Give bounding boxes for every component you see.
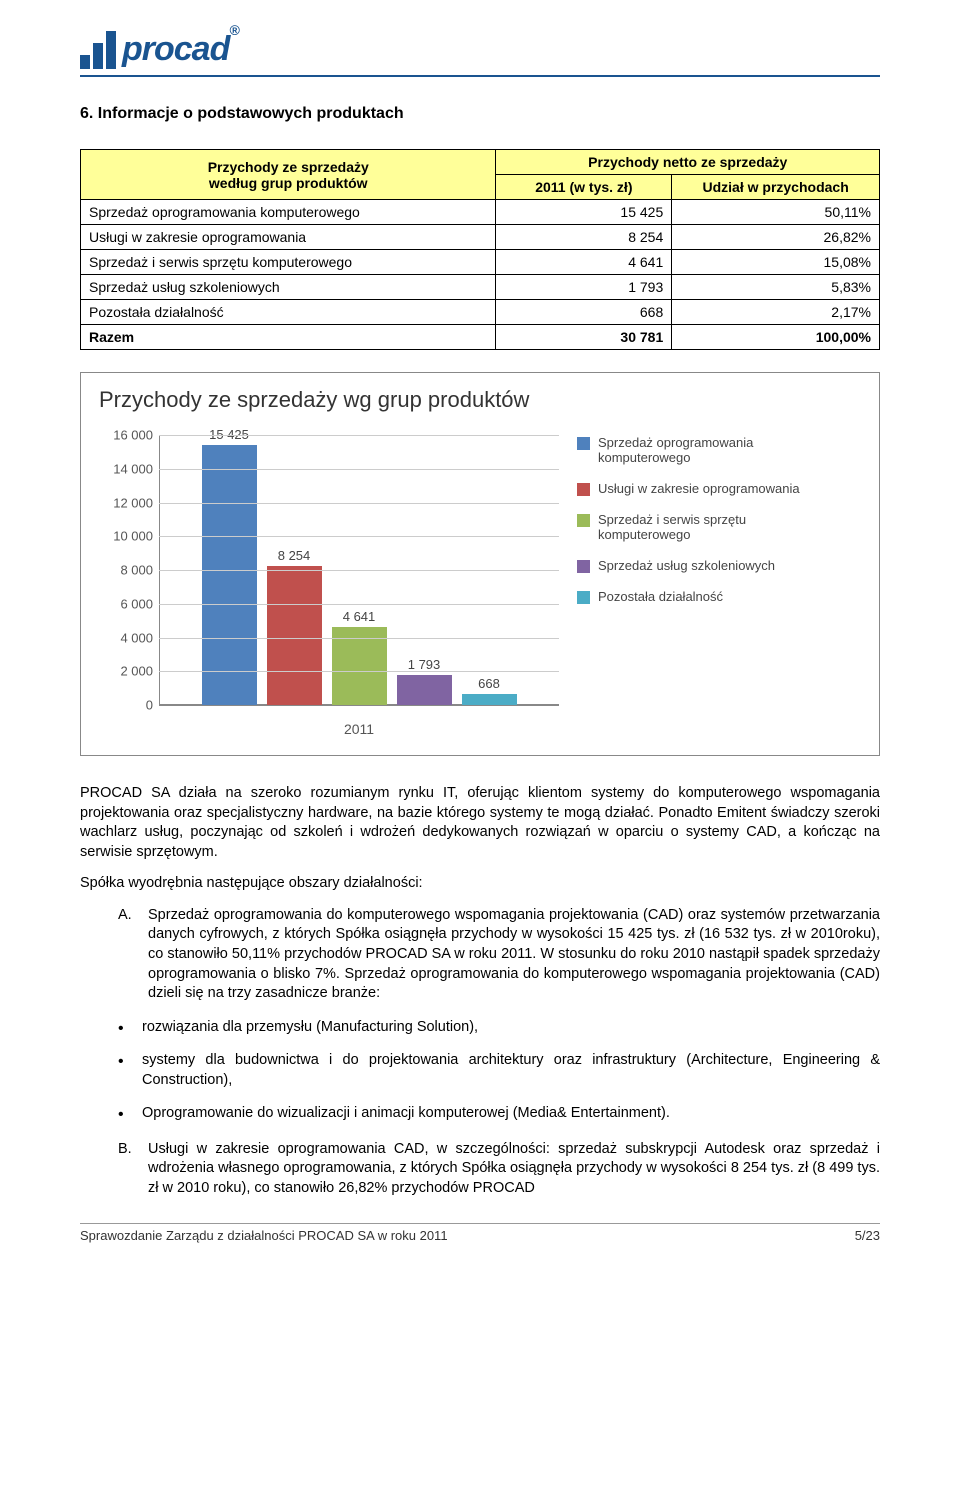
chart-y-tick-label: 0 xyxy=(99,698,153,713)
chart-gridline xyxy=(159,435,559,436)
bullet-list: rozwiązania dla przemysłu (Manufacturing… xyxy=(80,1018,880,1124)
chart-bar-label: 1 793 xyxy=(408,657,441,672)
legend-label: Sprzedaż i serwis sprzętu komputerowego xyxy=(598,512,807,542)
table-cell-pct: 2,17% xyxy=(672,300,880,325)
chart-bar-label: 668 xyxy=(478,676,500,691)
logo-registered-icon: ® xyxy=(229,22,238,38)
table-cell-pct: 26,82% xyxy=(672,225,880,250)
chart-title: Przychody ze sprzedaży wg grup produktów xyxy=(99,387,861,413)
bullet-2: systemy dla budownictwa i do projektowan… xyxy=(118,1051,880,1090)
chart-bar: 8 254 xyxy=(267,566,322,705)
table-header-col2a: 2011 (w tys. zł) xyxy=(496,175,672,200)
chart-bar: 1 793 xyxy=(397,675,452,705)
table-cell-pct: 50,11% xyxy=(672,200,880,225)
chart-legend: Sprzedaż oprogramowania komputerowego Usł… xyxy=(577,425,807,604)
list-item-b: B. Usługi w zakresie oprogramowania CAD,… xyxy=(80,1140,880,1199)
table-cell-label: Sprzedaż oprogramowania komputerowego xyxy=(81,200,496,225)
body-p2: Spółka wyodrębnia następujące obszary dz… xyxy=(80,874,880,894)
legend-label: Sprzedaż oprogramowania komputerowego xyxy=(598,435,807,465)
chart-gridline xyxy=(159,604,559,605)
bullet-1: rozwiązania dla przemysłu (Manufacturing… xyxy=(118,1018,880,1038)
table-header-col1-line2: według grup produktów xyxy=(89,175,487,191)
list-item-a: A. Sprzedaż oprogramowania do komputerow… xyxy=(80,906,880,1004)
table-row-total: Razem30 781100,00% xyxy=(81,325,880,350)
table-header-col1-line1: Przychody ze sprzedaży xyxy=(89,159,487,175)
chart-bar: 668 xyxy=(462,694,517,705)
chart-gridline xyxy=(159,536,559,537)
legend-label: Usługi w zakresie oprogramowania xyxy=(598,481,800,496)
chart-bar-label: 4 641 xyxy=(343,609,376,624)
legend-swatch-icon xyxy=(577,483,590,496)
chart-y-tick-label: 12 000 xyxy=(99,495,153,510)
table-row: Sprzedaż i serwis sprzętu komputerowego4… xyxy=(81,250,880,275)
table-cell-label: Razem xyxy=(81,325,496,350)
table-cell-value: 4 641 xyxy=(496,250,672,275)
chart-y-tick-label: 6 000 xyxy=(99,596,153,611)
chart-gridline xyxy=(159,671,559,672)
table-cell-value: 8 254 xyxy=(496,225,672,250)
table-cell-label: Sprzedaż i serwis sprzętu komputerowego xyxy=(81,250,496,275)
chart-y-tick-label: 16 000 xyxy=(99,428,153,443)
legend-item: Pozostała działalność xyxy=(577,589,807,604)
chart-gridline xyxy=(159,705,559,706)
page-footer: Sprawozdanie Zarządu z działalności PROC… xyxy=(80,1223,880,1243)
legend-item: Sprzedaż usług szkoleniowych xyxy=(577,558,807,573)
table-header-col2-line1: Przychody netto ze sprzedaży xyxy=(496,150,880,175)
chart-bar-label: 8 254 xyxy=(278,548,311,563)
table-cell-label: Sprzedaż usług szkoleniowych xyxy=(81,275,496,300)
chart-gridline xyxy=(159,570,559,571)
chart-gridline xyxy=(159,469,559,470)
table-cell-pct: 5,83% xyxy=(672,275,880,300)
table-header-col2b: Udział w przychodach xyxy=(672,175,880,200)
table-row: Usługi w zakresie oprogramowania8 25426,… xyxy=(81,225,880,250)
footer-left: Sprawozdanie Zarządu z działalności PROC… xyxy=(80,1228,448,1243)
legend-item: Sprzedaż i serwis sprzętu komputerowego xyxy=(577,512,807,542)
legend-swatch-icon xyxy=(577,591,590,604)
table-cell-value: 1 793 xyxy=(496,275,672,300)
table-cell-value: 30 781 xyxy=(496,325,672,350)
table-cell-value: 15 425 xyxy=(496,200,672,225)
section-title: 6. Informacje o podstawowych produktach xyxy=(80,105,880,123)
chart-y-tick-label: 4 000 xyxy=(99,630,153,645)
logo: procad® xyxy=(80,30,880,69)
table-cell-label: Pozostała działalność xyxy=(81,300,496,325)
table-cell-pct: 100,00% xyxy=(672,325,880,350)
legend-item: Usługi w zakresie oprogramowania xyxy=(577,481,807,496)
table-cell-label: Usługi w zakresie oprogramowania xyxy=(81,225,496,250)
table-row: Sprzedaż usług szkoleniowych1 7935,83% xyxy=(81,275,880,300)
legend-swatch-icon xyxy=(577,437,590,450)
logo-text: procad xyxy=(122,30,229,68)
list-text-b: Usługi w zakresie oprogramowania CAD, w … xyxy=(148,1140,880,1199)
chart-y-tick-label: 8 000 xyxy=(99,563,153,578)
table-row: Sprzedaż oprogramowania komputerowego15 … xyxy=(81,200,880,225)
legend-label: Pozostała działalność xyxy=(598,589,723,604)
body-text: PROCAD SA działa na szeroko rozumianym r… xyxy=(80,784,880,1199)
chart-gridline xyxy=(159,638,559,639)
chart-bar: 15 425 xyxy=(202,445,257,705)
list-letter-a: A. xyxy=(118,906,138,1004)
chart-gridline xyxy=(159,503,559,504)
table-row: Pozostała działalność6682,17% xyxy=(81,300,880,325)
bullet-3: Oprogramowanie do wizualizacji i animacj… xyxy=(118,1104,880,1124)
chart-y-tick-label: 10 000 xyxy=(99,529,153,544)
table-cell-pct: 15,08% xyxy=(672,250,880,275)
legend-swatch-icon xyxy=(577,514,590,527)
body-p1: PROCAD SA działa na szeroko rozumianym r… xyxy=(80,784,880,862)
list-letter-b: B. xyxy=(118,1140,138,1199)
logo-bars-icon xyxy=(80,31,116,69)
chart-y-tick-label: 2 000 xyxy=(99,664,153,679)
chart-plot: 15 4258 2544 6411 793668 2011 02 0004 00… xyxy=(99,425,559,745)
chart-container: Przychody ze sprzedaży wg grup produktów… xyxy=(80,372,880,756)
list-text-a: Sprzedaż oprogramowania do komputerowego… xyxy=(148,906,880,1004)
footer-divider xyxy=(80,1223,880,1224)
revenue-table: Przychody ze sprzedaży według grup produ… xyxy=(80,149,880,350)
legend-label: Sprzedaż usług szkoleniowych xyxy=(598,558,775,573)
chart-y-tick-label: 14 000 xyxy=(99,461,153,476)
legend-swatch-icon xyxy=(577,560,590,573)
legend-item: Sprzedaż oprogramowania komputerowego xyxy=(577,435,807,465)
header-divider xyxy=(80,75,880,77)
table-cell-value: 668 xyxy=(496,300,672,325)
footer-right: 5/23 xyxy=(855,1228,880,1243)
chart-x-label: 2011 xyxy=(159,721,559,737)
